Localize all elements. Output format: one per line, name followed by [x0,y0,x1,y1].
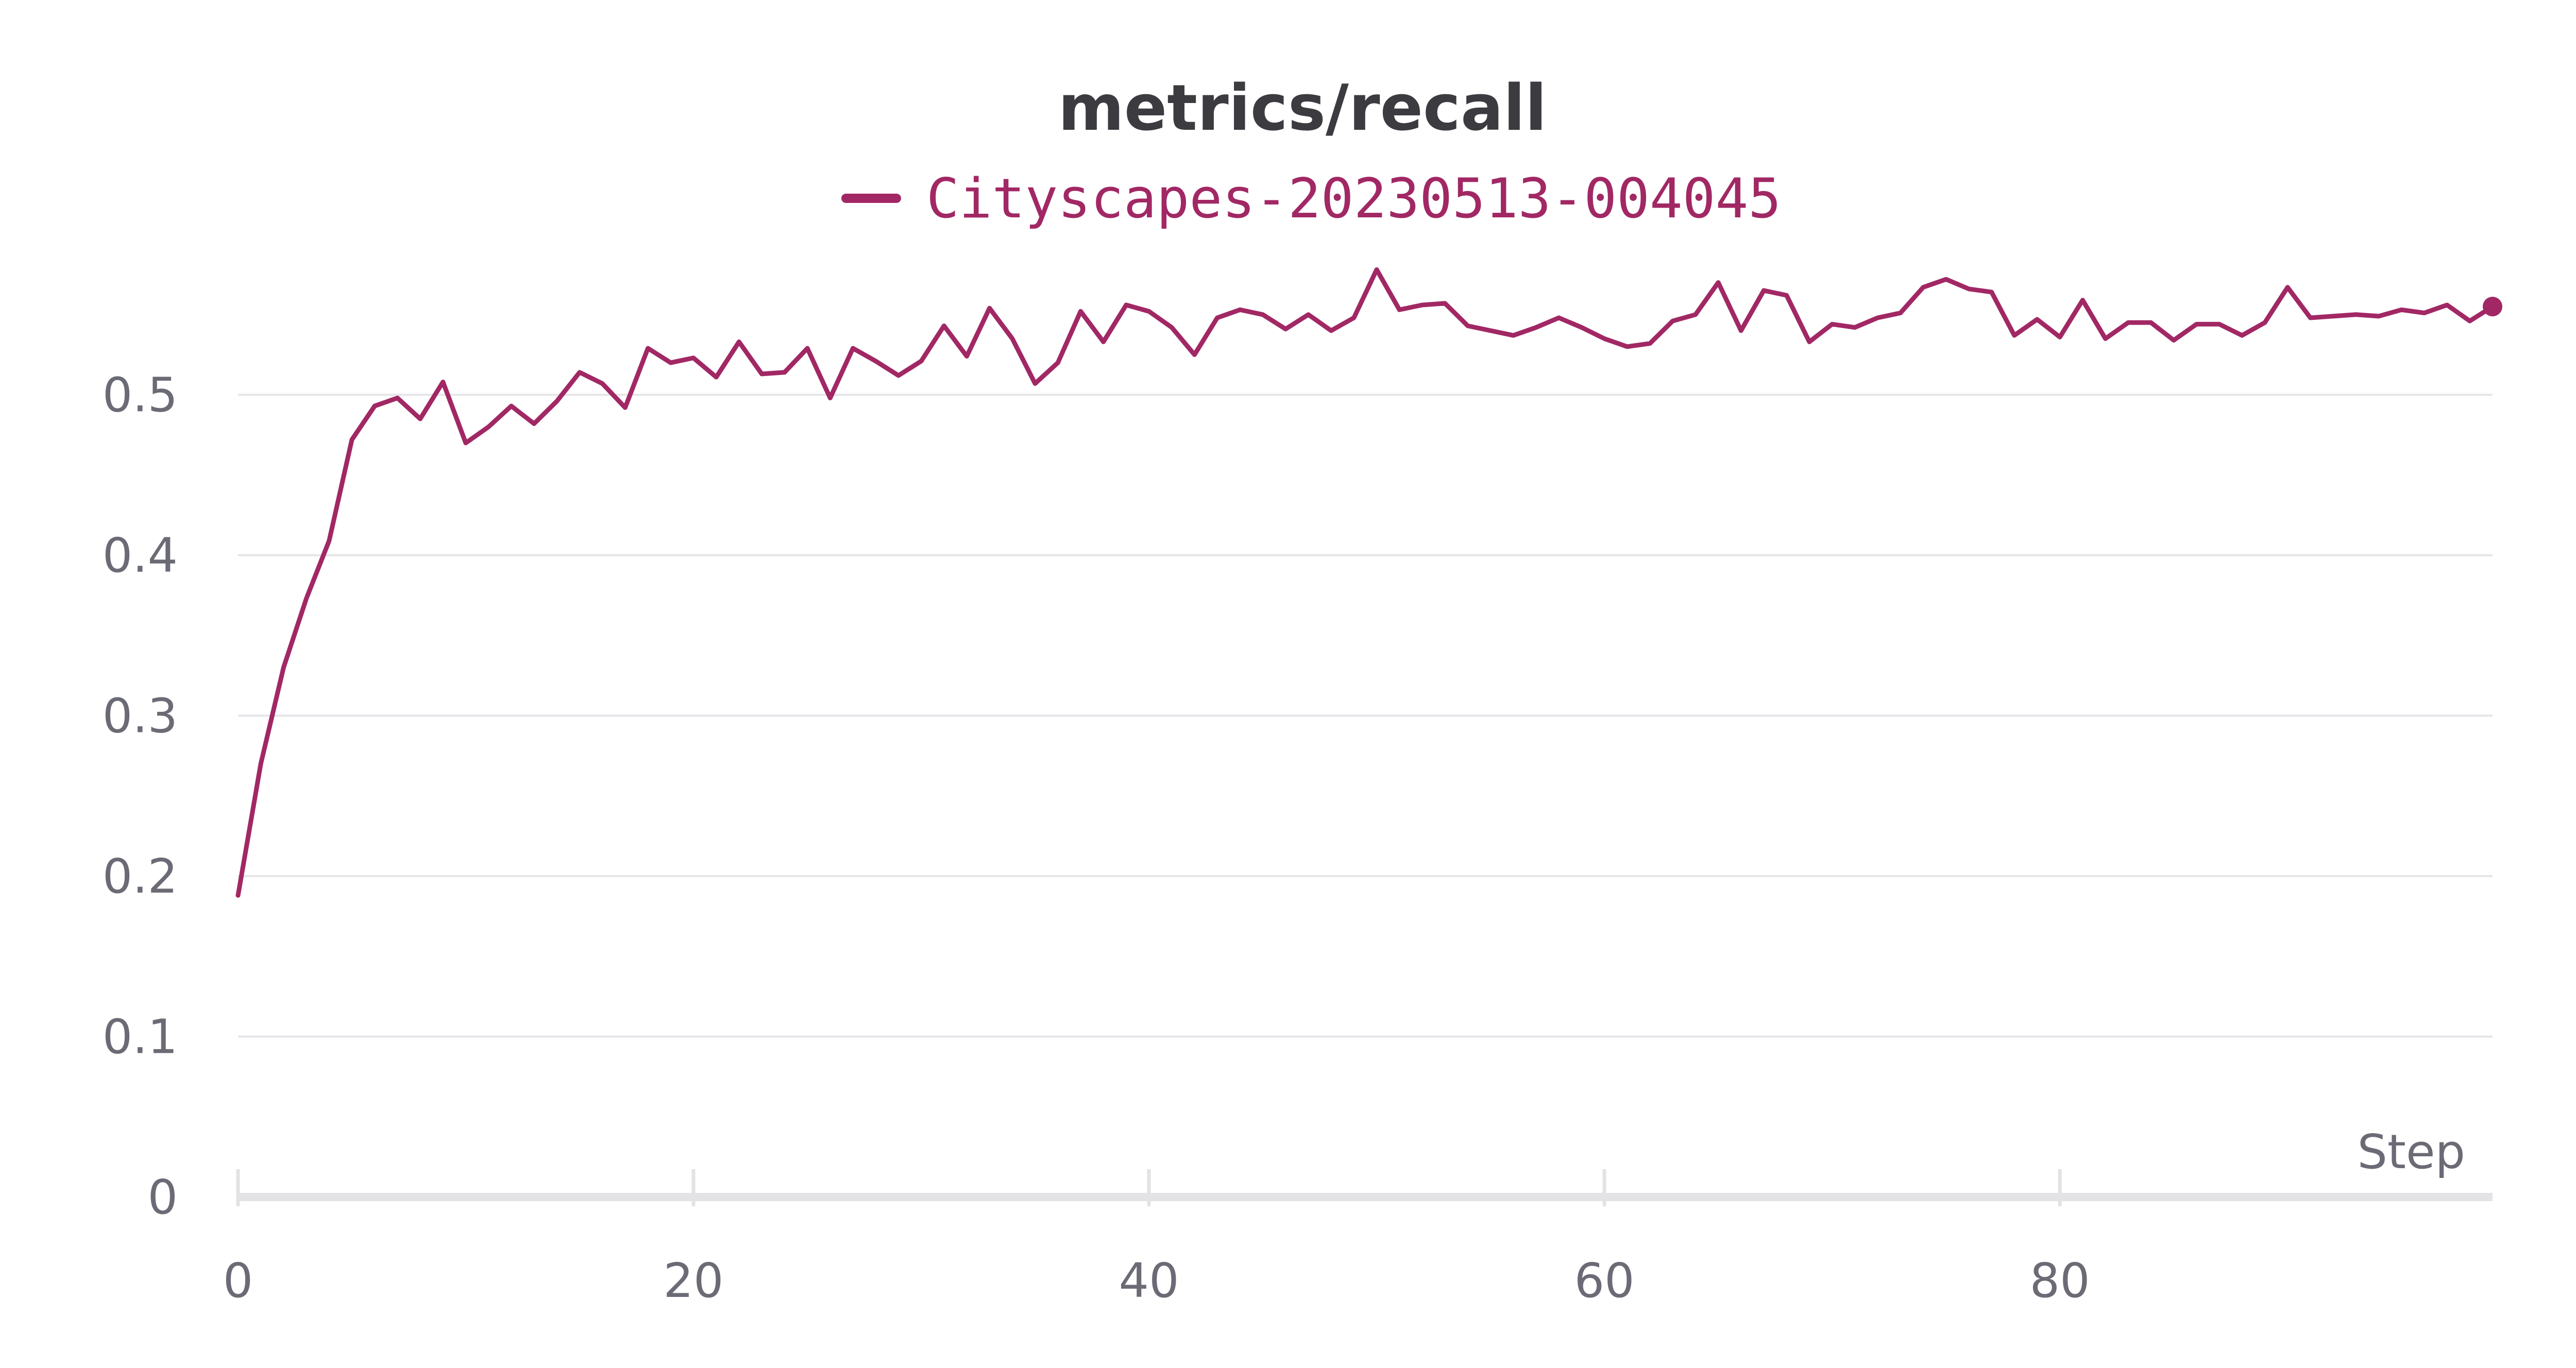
x-tick-label-0: 0 [223,1253,253,1308]
y-tick-label-4: 0.4 [103,528,178,583]
x-axis-label: Step [2358,1124,2465,1179]
y-axis-ticks: 0 0.1 0.2 0.3 0.4 0.5 [103,368,178,1225]
series-line-cityscapes[interactable] [235,267,2495,898]
y-tick-label-5: 0.5 [103,368,178,423]
x-tick-label-3: 60 [1574,1253,1635,1308]
x-axis-ticks: 0 20 40 60 80 [223,1169,2090,1308]
x-tick-label-4: 80 [2030,1253,2090,1308]
x-tick-label-2: 40 [1119,1253,1179,1308]
y-tick-label-1: 0.1 [103,1010,178,1065]
x-tick-label-1: 20 [664,1253,724,1308]
chart-title: metrics/recall [1058,72,1547,145]
series-endpoint-marker[interactable] [2483,297,2502,317]
y-tick-label-0: 0 [147,1170,178,1225]
series-layer[interactable] [235,267,2502,898]
y-tick-label-2: 0.2 [103,849,178,904]
legend[interactable]: Cityscapes-20230513-004045 [841,167,1781,230]
legend-label-cityscapes: Cityscapes-20230513-004045 [926,167,1781,230]
gridlines [238,394,2493,1038]
y-tick-label-3: 0.3 [103,689,178,744]
